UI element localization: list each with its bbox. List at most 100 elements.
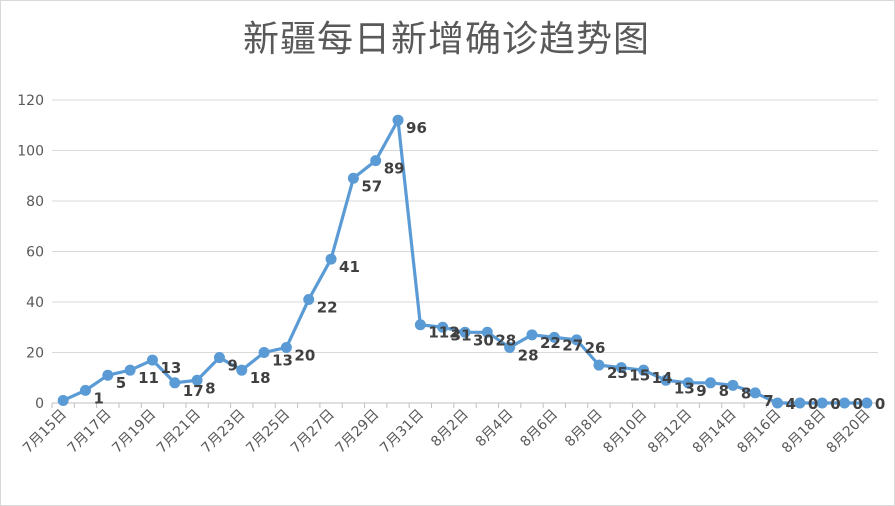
data-point — [213, 352, 225, 364]
data-point — [593, 359, 605, 371]
data-point — [749, 387, 761, 399]
data-point — [816, 397, 828, 409]
data-label: 8 — [205, 379, 215, 397]
x-tick-label: 8月2日 — [428, 407, 472, 451]
data-label: 9 — [696, 382, 706, 400]
data-point — [325, 253, 337, 265]
series-line — [61, 118, 869, 405]
data-point — [548, 331, 560, 343]
data-point — [124, 364, 136, 376]
data-point — [660, 374, 672, 386]
data-point — [839, 397, 851, 409]
data-point — [169, 377, 181, 389]
data-label: 13 — [272, 352, 293, 370]
data-point — [794, 397, 806, 409]
x-tick-label: 8月12日 — [645, 407, 695, 457]
x-tick-label: 8月4日 — [473, 407, 517, 451]
chart-title: 新疆每日新增确诊趋势图 — [242, 19, 650, 60]
data-point — [638, 364, 650, 376]
data-label: 20 — [294, 346, 315, 364]
data-point — [258, 347, 270, 358]
data-label: 18 — [250, 369, 271, 387]
data-point — [414, 319, 426, 331]
data-label: 5 — [116, 374, 126, 392]
x-tick-label: 7月23日 — [199, 407, 249, 457]
data-label: 28 — [495, 331, 516, 349]
data-point — [370, 155, 382, 167]
x-tick-label: 7月29日 — [333, 407, 383, 457]
data-label: 112 — [428, 324, 459, 342]
data-label: 0 — [853, 395, 863, 413]
data-label: 28 — [518, 346, 539, 364]
data-label: 26 — [585, 339, 606, 357]
x-tick-label: 8月20日 — [824, 407, 874, 457]
data-point — [481, 326, 493, 338]
y-tick-label: 0 — [35, 396, 44, 412]
y-tick-label: 100 — [17, 144, 44, 160]
data-point — [615, 362, 627, 374]
data-label: 25 — [607, 364, 628, 382]
data-label: 17 — [183, 382, 204, 400]
data-label: 14 — [652, 369, 673, 387]
data-point — [191, 374, 203, 386]
x-tick-label: 7月15日 — [20, 407, 70, 457]
x-tick-label: 7月21日 — [154, 407, 204, 457]
data-point — [280, 341, 292, 353]
data-point — [861, 397, 873, 409]
x-tick-label: 8月14日 — [690, 407, 740, 457]
y-tick-label: 80 — [26, 194, 44, 210]
data-point — [236, 364, 248, 376]
data-point — [504, 341, 516, 353]
data-label: 15 — [629, 367, 650, 385]
data-label: 0 — [830, 395, 840, 413]
x-tick-label: 8月18日 — [779, 407, 829, 457]
x-tick-label: 7月19日 — [109, 407, 159, 457]
x-tick-label: 7月31日 — [377, 407, 427, 457]
data-point — [102, 369, 114, 381]
data-label: 9 — [227, 357, 237, 375]
data-point — [705, 377, 717, 389]
x-tick-label: 7月27日 — [288, 407, 338, 457]
data-point — [437, 321, 449, 333]
data-label: 8 — [719, 382, 729, 400]
data-label: 89 — [384, 160, 405, 178]
data-label: 96 — [406, 119, 427, 137]
x-tick-label: 8月16日 — [734, 407, 784, 457]
y-tick-label: 120 — [17, 93, 44, 109]
y-tick-label: 20 — [26, 346, 44, 362]
x-tick-label: 7月25日 — [243, 407, 293, 457]
data-label: 13 — [674, 379, 695, 397]
data-point — [347, 172, 359, 184]
data-point — [303, 293, 315, 305]
x-tick-label: 8月8日 — [562, 407, 606, 451]
data-label: 0 — [875, 395, 885, 413]
data-point — [727, 379, 739, 391]
data-point — [79, 384, 91, 396]
data-label: 4 — [786, 395, 796, 413]
data-label: 22 — [317, 298, 338, 316]
data-label: 11 — [138, 369, 159, 387]
x-tick-label: 8月6日 — [517, 407, 561, 451]
data-point — [682, 377, 694, 389]
data-label: 8 — [741, 384, 751, 402]
data-point — [392, 114, 404, 126]
y-tick-label: 40 — [26, 295, 44, 311]
data-label: 0 — [808, 395, 818, 413]
x-tick-label: 8月10日 — [600, 407, 650, 457]
data-point — [459, 326, 471, 338]
data-label: 27 — [562, 336, 583, 354]
data-point — [146, 354, 158, 366]
data-label: 30 — [473, 331, 494, 349]
y-tick-label: 60 — [26, 245, 44, 261]
data-label: 1 — [93, 389, 103, 407]
data-label: 22 — [540, 334, 561, 352]
data-label: 57 — [361, 177, 382, 195]
data-point — [526, 329, 538, 341]
x-tick-label: 7月17日 — [65, 407, 115, 457]
data-point — [772, 397, 784, 409]
data-point — [571, 334, 583, 346]
data-label: 13 — [160, 359, 181, 377]
data-label: 7 — [763, 392, 773, 410]
